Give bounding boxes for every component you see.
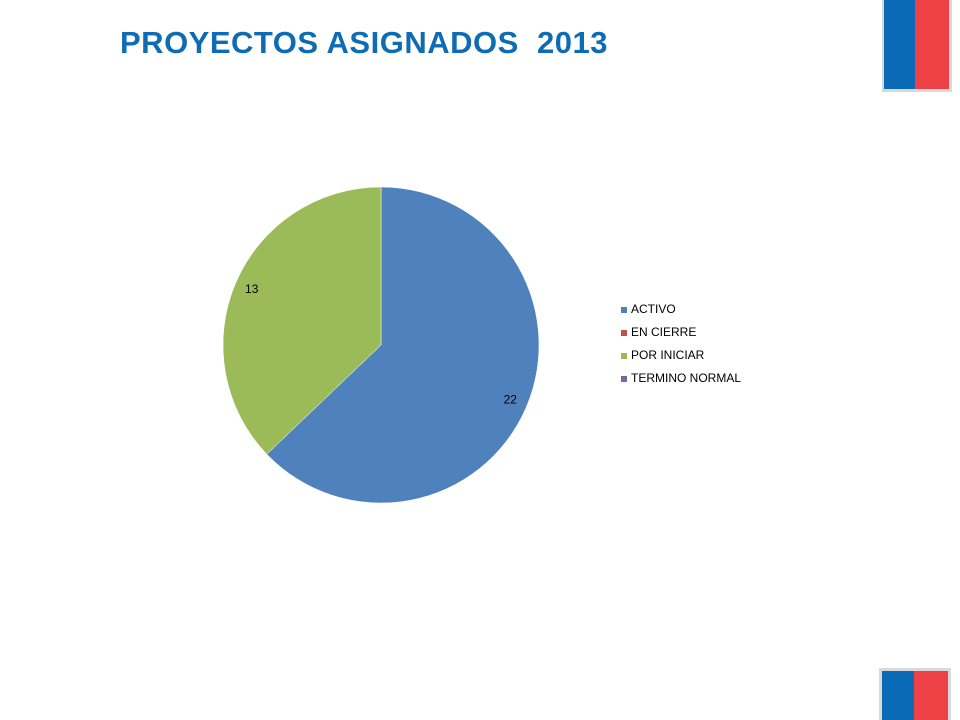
pie-slice — [222, 186, 382, 455]
flag-bottom — [879, 668, 951, 720]
legend-label: EN CIERRE — [631, 325, 696, 339]
pie-slice — [266, 186, 540, 504]
chart-title: PROYECTOS ASIGNADOS 2013 — [120, 25, 608, 60]
legend-swatch — [621, 307, 627, 313]
legend-swatch — [621, 376, 627, 382]
legend-swatch — [621, 330, 627, 336]
pie: 22 13 — [222, 186, 540, 504]
legend-label: TERMINO NORMAL — [631, 371, 741, 385]
value-label: 13 — [245, 282, 259, 296]
legend-label: POR INICIAR — [631, 348, 705, 362]
value-label: 22 — [504, 392, 518, 406]
legend-label: ACTIVO — [631, 302, 676, 316]
flag-top — [882, 0, 952, 92]
legend: ACTIVO EN CIERRE POR INICIAR TERMINO NORMAL — [621, 302, 741, 385]
legend-swatch — [621, 353, 627, 359]
